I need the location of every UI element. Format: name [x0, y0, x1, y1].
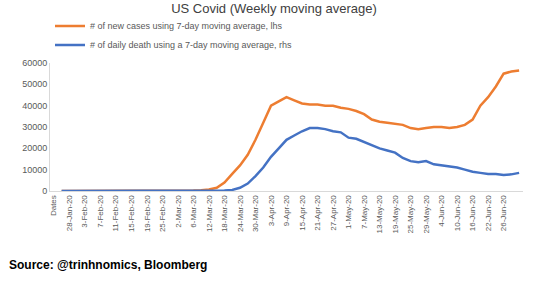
svg-text:0: 0 [42, 186, 47, 196]
svg-text:3-Feb-20: 3-Feb-20 [80, 195, 89, 228]
svg-text:22-Jun-20: 22-Jun-20 [484, 195, 493, 232]
svg-text:30000: 30000 [22, 122, 47, 132]
svg-text:# of daily death using a 7-day: # of daily death using a 7-day moving av… [90, 40, 292, 50]
svg-text:18-Mar-20: 18-Mar-20 [220, 195, 229, 232]
svg-text:10000: 10000 [22, 165, 47, 175]
svg-text:19-Feb-20: 19-Feb-20 [143, 195, 152, 232]
svg-text:# of new cases using 7-day mov: # of new cases using 7-day moving averag… [90, 21, 283, 31]
svg-text:11-Feb-20: 11-Feb-20 [112, 195, 121, 232]
svg-text:US Covid (Weekly moving averag: US Covid (Weekly moving average) [171, 1, 377, 16]
svg-text:Dates: Dates [49, 195, 58, 216]
svg-text:7-Feb-20: 7-Feb-20 [96, 195, 105, 228]
svg-text:6-Mar-20: 6-Mar-20 [189, 195, 198, 228]
svg-text:29-May-20: 29-May-20 [422, 195, 431, 234]
svg-text:9-Apr-20: 9-Apr-20 [282, 195, 291, 227]
svg-text:20000: 20000 [22, 143, 47, 153]
svg-text:28-Jan-20: 28-Jan-20 [65, 195, 74, 232]
svg-text:27-Apr-20: 27-Apr-20 [329, 195, 338, 231]
svg-text:19-May-20: 19-May-20 [391, 195, 400, 234]
svg-text:25-Feb-20: 25-Feb-20 [158, 195, 167, 232]
svg-text:4-Jun-20: 4-Jun-20 [437, 195, 446, 227]
svg-text:15-Feb-20: 15-Feb-20 [127, 195, 136, 232]
svg-text:7-May-20: 7-May-20 [360, 195, 369, 229]
svg-text:13-May-20: 13-May-20 [375, 195, 384, 234]
svg-text:60000: 60000 [22, 58, 47, 68]
svg-text:30-Mar-20: 30-Mar-20 [251, 195, 260, 232]
svg-text:12-Mar-20: 12-Mar-20 [205, 195, 214, 232]
svg-text:Source: @trinhnomics, Bloomber: Source: @trinhnomics, Bloomberg [9, 258, 207, 272]
svg-text:10-Jun-20: 10-Jun-20 [453, 195, 462, 232]
svg-text:16-Jun-20: 16-Jun-20 [468, 195, 477, 232]
svg-text:3-Apr-20: 3-Apr-20 [267, 195, 276, 227]
svg-text:26-Jun-20: 26-Jun-20 [499, 195, 508, 232]
svg-text:15-Apr-20: 15-Apr-20 [298, 195, 307, 231]
svg-text:1-May-20: 1-May-20 [344, 195, 353, 229]
svg-text:2-Mar-20: 2-Mar-20 [174, 195, 183, 228]
svg-text:40000: 40000 [22, 101, 47, 111]
svg-text:25-May-20: 25-May-20 [406, 195, 415, 234]
svg-text:21-Apr-20: 21-Apr-20 [313, 195, 322, 231]
svg-text:50000: 50000 [22, 79, 47, 89]
svg-text:24-Mar-20: 24-Mar-20 [236, 195, 245, 232]
